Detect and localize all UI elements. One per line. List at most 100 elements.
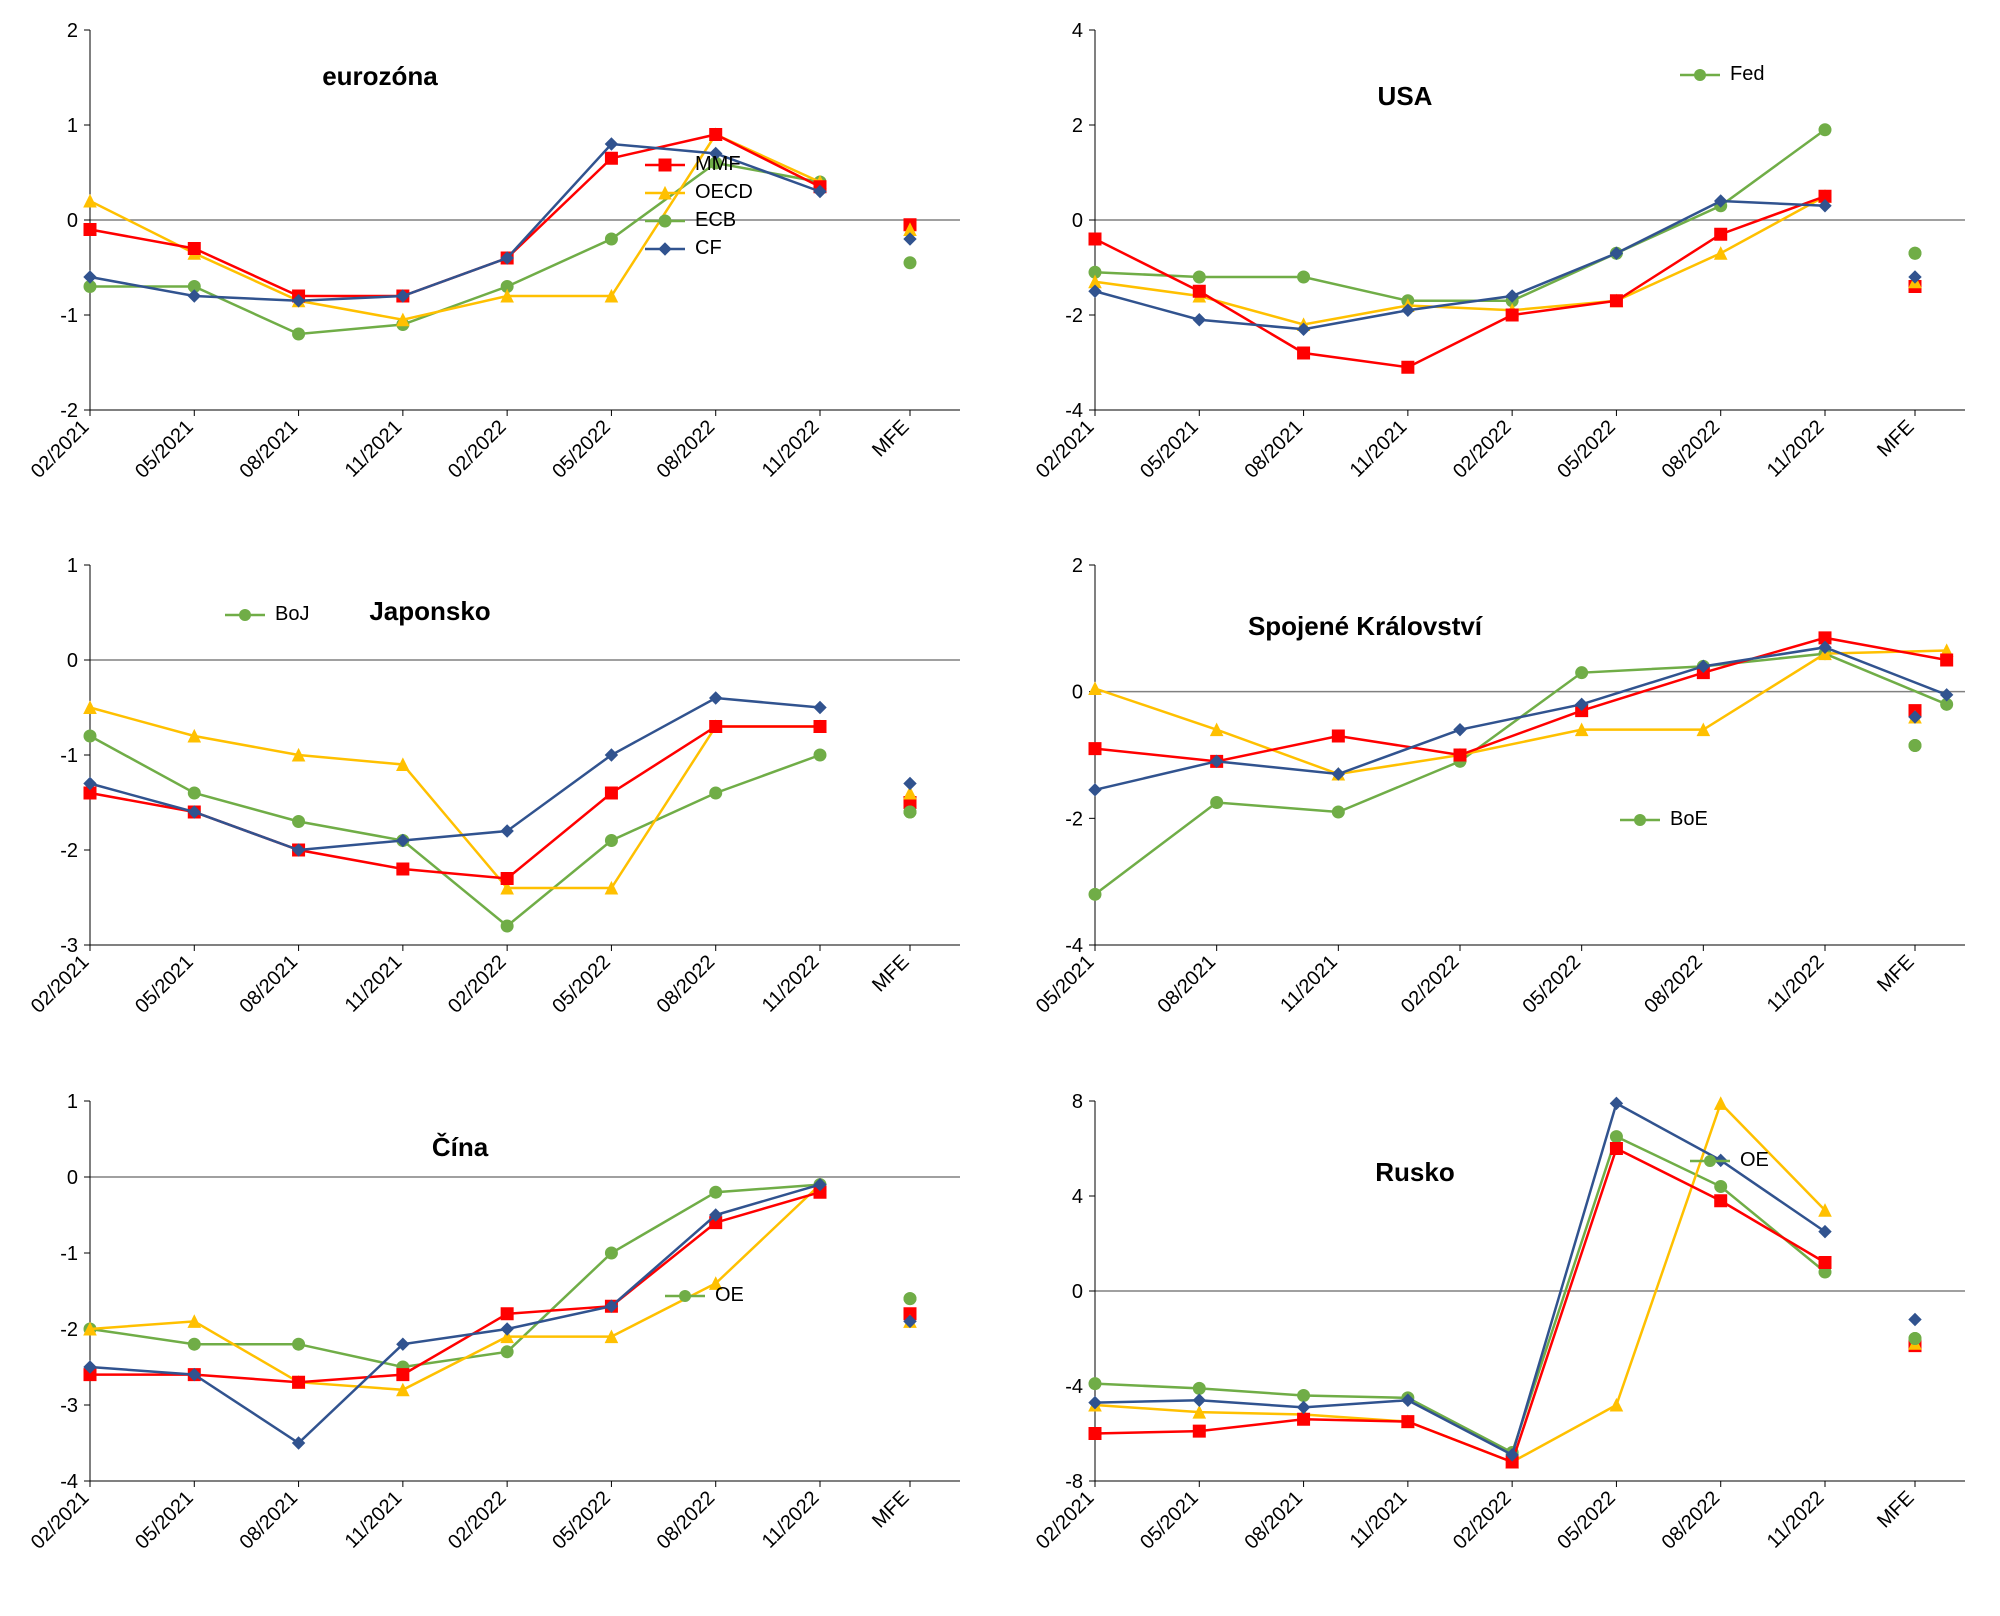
svg-text:0: 0 (67, 210, 78, 232)
chart-cell-russia: -8-404802/202105/202108/202111/202102/20… (1015, 1081, 2000, 1606)
chart-grid: -2 -1 0 1 2 02/2021 05/2021 08/2021 11/2021 02/20… (10, 10, 2000, 1606)
series-ecb (90, 1184, 820, 1366)
svg-text:02/2022: 02/2022 (1449, 416, 1516, 483)
svg-text:-1: -1 (60, 745, 78, 767)
svg-text:2: 2 (1072, 115, 1083, 137)
svg-text:02/2021: 02/2021 (27, 1487, 94, 1554)
svg-text:-2: -2 (60, 840, 78, 862)
svg-text:02/2021: 02/2021 (1032, 416, 1099, 483)
svg-text:2: 2 (1072, 555, 1083, 577)
svg-text:05/2022: 05/2022 (548, 951, 615, 1018)
svg-text:11/2022: 11/2022 (758, 951, 824, 1017)
svg-text:05/2022: 05/2022 (1519, 951, 1586, 1018)
svg-text:MFE: MFE (868, 416, 913, 461)
svg-text:-2: -2 (1065, 809, 1083, 831)
svg-text:0: 0 (67, 650, 78, 672)
legend-item-mmf: MMF (695, 153, 741, 175)
svg-text:1: 1 (67, 115, 78, 137)
chart-japan: -3-2-10102/202105/202108/202111/202102/2… (10, 545, 1000, 1065)
chart-cell-eurozone: -2-101202/202105/202108/202111/202102/20… (10, 10, 1005, 535)
svg-text:08/2021: 08/2021 (235, 1487, 302, 1554)
chart-title: Čína (432, 1132, 489, 1162)
svg-text:05/2021: 05/2021 (1032, 951, 1099, 1018)
legend-item-ecb: ECB (695, 209, 736, 231)
chart-usa: -4-202402/202105/202108/202111/202102/20… (1015, 10, 2000, 530)
svg-text:08/2022: 08/2022 (653, 1487, 720, 1554)
svg-text:08/2021: 08/2021 (235, 416, 302, 483)
svg-text:02/2022: 02/2022 (1449, 1487, 1516, 1554)
series-ecb (90, 736, 820, 926)
series-oecd (90, 708, 820, 889)
svg-text:1: 1 (67, 555, 78, 577)
series-mmf (90, 727, 820, 879)
legend-item-oecd: OECD (695, 181, 753, 203)
svg-text:05/2021: 05/2021 (1136, 416, 1203, 483)
svg-text:05/2022: 05/2022 (548, 416, 615, 483)
svg-text:MFE: MFE (868, 1487, 913, 1532)
chart-cell-uk: -4-20205/202108/202111/202102/202205/202… (1015, 545, 2000, 1070)
svg-text:11/2021: 11/2021 (341, 951, 407, 1017)
svg-text:4: 4 (1072, 1186, 1083, 1208)
svg-text:MFE: MFE (1873, 416, 1918, 461)
svg-text:0: 0 (1072, 210, 1083, 232)
svg-text:02/2021: 02/2021 (27, 416, 94, 483)
svg-text:05/2022: 05/2022 (1553, 1487, 1620, 1554)
svg-text:-1: -1 (60, 1243, 78, 1265)
svg-text:1: 1 (67, 1091, 78, 1113)
series-ecb (1095, 654, 1947, 895)
svg-text:02/2022: 02/2022 (444, 951, 511, 1018)
svg-text:0: 0 (67, 1167, 78, 1189)
svg-text:11/2022: 11/2022 (1763, 1487, 1829, 1553)
chart-russia: -8-404802/202105/202108/202111/202102/20… (1015, 1081, 2000, 1601)
chart-china: -4-3-2-10102/202105/202108/202111/202102… (10, 1081, 1000, 1601)
svg-text:11/2022: 11/2022 (758, 1487, 824, 1553)
svg-text:11/2021: 11/2021 (1346, 1487, 1412, 1553)
svg-text:08/2021: 08/2021 (1154, 951, 1221, 1018)
svg-text:02/2022: 02/2022 (1397, 951, 1464, 1018)
svg-text:11/2022: 11/2022 (1763, 416, 1829, 482)
svg-text:08/2022: 08/2022 (1640, 951, 1707, 1018)
legend-item-oe: OE (715, 1284, 744, 1306)
svg-text:-2: -2 (60, 1319, 78, 1341)
series-cf (1095, 1103, 1825, 1455)
svg-text:02/2021: 02/2021 (1032, 1487, 1099, 1554)
legend-item-fed: Fed (1730, 63, 1764, 85)
svg-text:0: 0 (1072, 1281, 1083, 1303)
series-oecd (1095, 196, 1825, 324)
svg-text:8: 8 (1072, 1091, 1083, 1113)
svg-text:08/2021: 08/2021 (235, 951, 302, 1018)
svg-text:-2: -2 (1065, 305, 1083, 327)
svg-text:11/2021: 11/2021 (1276, 951, 1342, 1017)
svg-text:08/2021: 08/2021 (1240, 1487, 1307, 1554)
svg-text:11/2021: 11/2021 (341, 1487, 407, 1553)
svg-text:02/2022: 02/2022 (444, 1487, 511, 1554)
svg-text:05/2021: 05/2021 (131, 1487, 198, 1554)
chart-title: Japonsko (369, 596, 490, 626)
legend-item-oe: OE (1740, 1149, 1769, 1171)
svg-text:05/2021: 05/2021 (131, 416, 198, 483)
svg-text:11/2022: 11/2022 (1763, 951, 1829, 1017)
chart-cell-usa: -4-202402/202105/202108/202111/202102/20… (1015, 10, 2000, 535)
svg-text:MFE: MFE (1873, 951, 1918, 996)
chart-title: USA (1378, 81, 1433, 111)
legend-item-boe: BoE (1670, 808, 1708, 830)
svg-text:0: 0 (1072, 682, 1083, 704)
svg-text:MFE: MFE (868, 951, 913, 996)
svg-text:08/2022: 08/2022 (653, 416, 720, 483)
svg-text:-1: -1 (60, 305, 78, 327)
series-mmf (1095, 196, 1825, 367)
svg-text:11/2021: 11/2021 (341, 416, 407, 482)
svg-text:08/2021: 08/2021 (1240, 416, 1307, 483)
svg-text:-3: -3 (60, 1395, 78, 1417)
svg-text:08/2022: 08/2022 (653, 951, 720, 1018)
svg-text:08/2022: 08/2022 (1658, 1487, 1725, 1554)
svg-text:02/2021: 02/2021 (27, 951, 94, 1018)
svg-text:05/2021: 05/2021 (1136, 1487, 1203, 1554)
chart-title: Spojené Království (1248, 611, 1483, 641)
chart-title: eurozóna (322, 61, 438, 91)
svg-text:11/2022: 11/2022 (758, 416, 824, 482)
legend-item-cf: CF (695, 237, 722, 259)
svg-text:05/2022: 05/2022 (1553, 416, 1620, 483)
svg-text:08/2022: 08/2022 (1658, 416, 1725, 483)
series-cf (1095, 648, 1947, 791)
